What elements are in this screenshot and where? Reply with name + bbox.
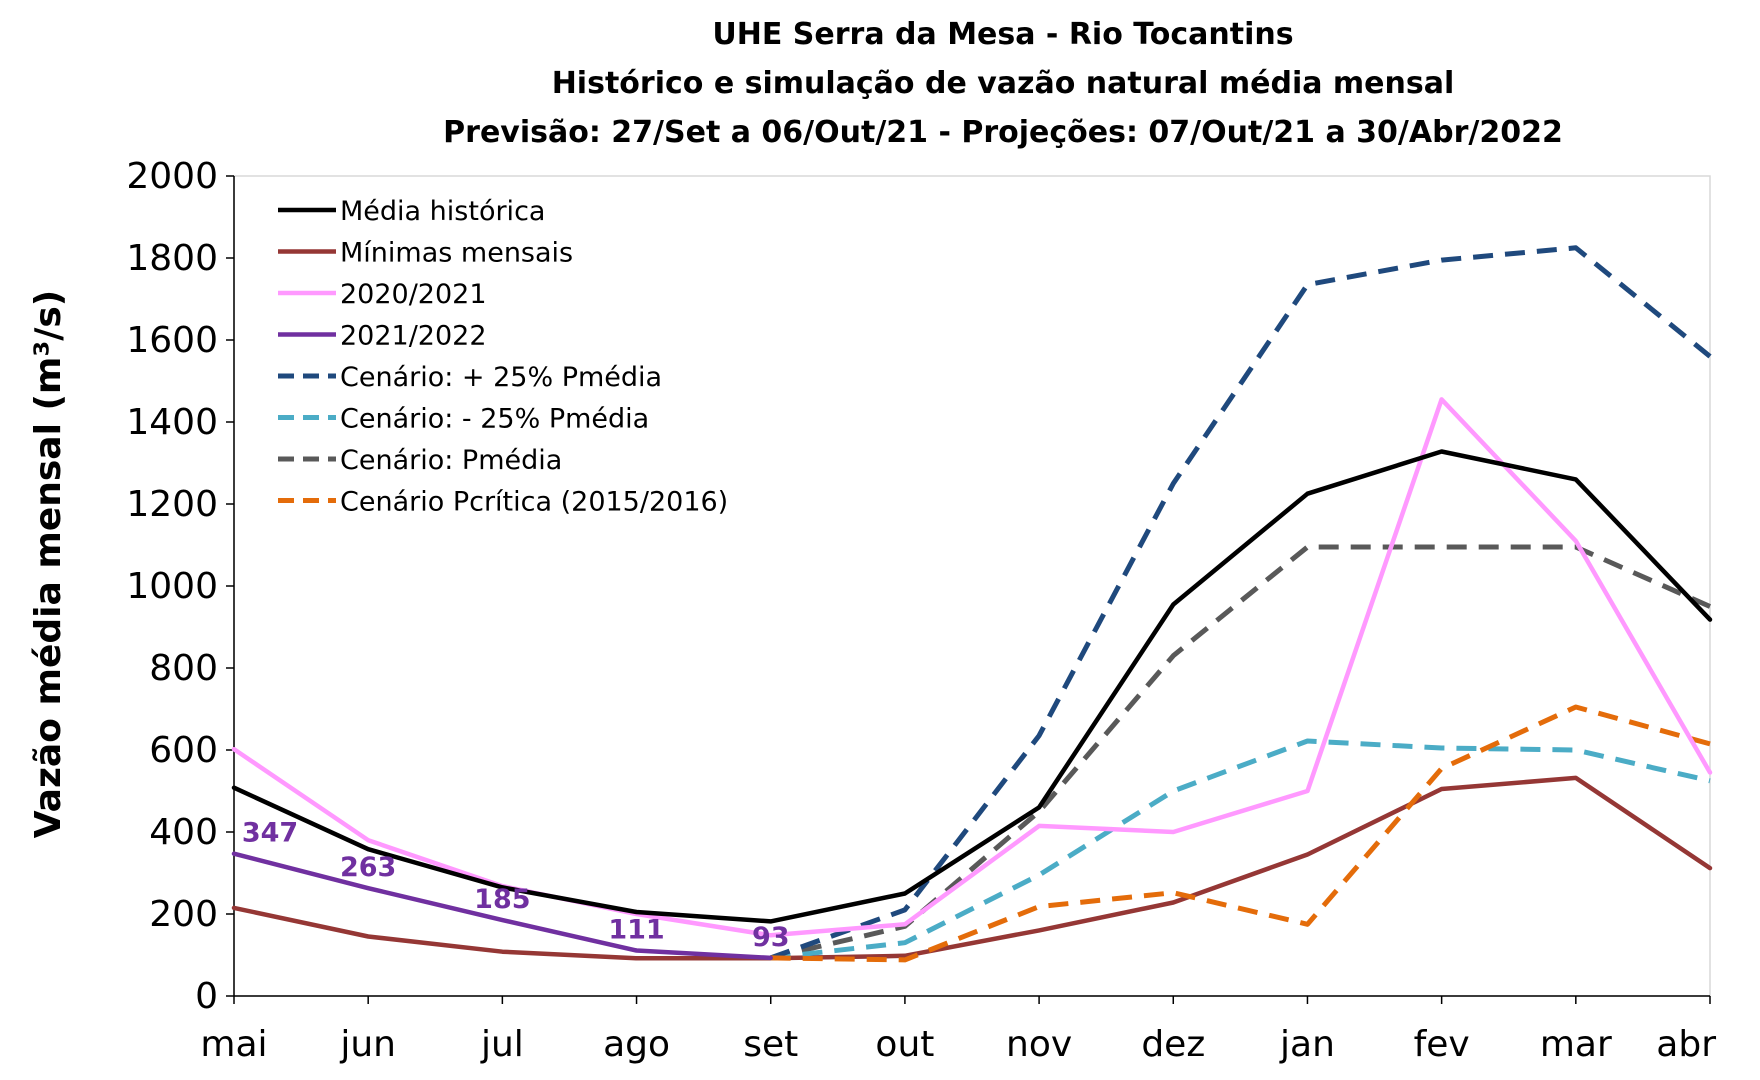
- series-line-3: [231, 851, 773, 961]
- data-label: 263: [340, 852, 396, 883]
- axes: 0 200 400 600 800 1000 1200 1400 1600 1800 2000 mai…: [126, 156, 1716, 1065]
- legend-label: Cenário: + 25% Pmédia: [340, 362, 662, 393]
- y-tick-label: 600: [149, 730, 218, 771]
- data-label: 111: [608, 914, 664, 945]
- y-tick-label: 2000: [126, 156, 218, 197]
- y-tick-label: 1000: [126, 566, 218, 607]
- chart-title: UHE Serra da Mesa - Rio Tocantins Histór…: [443, 17, 1563, 150]
- legend-label: Cenário: Pmédia: [340, 445, 562, 476]
- y-tick-label: 400: [149, 812, 218, 853]
- x-tick-label: jan: [1279, 1024, 1335, 1065]
- legend-label: Cenário Pcrítica (2015/2016): [340, 487, 728, 518]
- x-tick-label: abr: [1656, 1024, 1716, 1065]
- x-tick-label: set: [743, 1024, 798, 1065]
- series-line-1: [231, 775, 1713, 961]
- x-tick-label: jul: [480, 1024, 524, 1065]
- y-tick-label: 800: [149, 648, 218, 689]
- x-tick-label: mar: [1540, 1024, 1612, 1065]
- x-tick-label: jun: [339, 1024, 396, 1065]
- x-tick-label: ago: [603, 1024, 670, 1065]
- series-line-2: [231, 397, 1713, 938]
- series-layer: [231, 245, 1713, 963]
- legend-label: Cenário: - 25% Pmédia: [340, 404, 649, 435]
- x-tick-label: dez: [1141, 1024, 1205, 1065]
- series-line-5: [770, 738, 1711, 961]
- x-tick-label: mai: [200, 1024, 267, 1065]
- y-tick-label: 1200: [126, 484, 218, 525]
- data-label: 347: [242, 818, 298, 849]
- y-axis-title: Vazão média mensal (m³/s): [28, 290, 69, 838]
- y-tick-label: 1400: [126, 402, 218, 443]
- y-tick-label: 1800: [126, 238, 218, 279]
- y-tick-label: 200: [149, 894, 218, 935]
- data-label: 93: [752, 922, 790, 953]
- x-tick-label: out: [875, 1024, 934, 1065]
- legend: Média histórica Mínimas mensais 2020/2021 2…: [278, 196, 728, 518]
- legend-label: 2020/2021: [340, 279, 487, 310]
- chart-title-line-3: Previsão: 27/Set a 06/Out/21 - Projeções…: [443, 115, 1563, 150]
- y-tick-label: 0: [195, 976, 218, 1017]
- series-line-4: [769, 245, 1712, 961]
- series-line-0: [231, 449, 1713, 924]
- series-line-6: [770, 544, 1712, 961]
- x-tick-label: fev: [1414, 1024, 1470, 1065]
- data-label: 185: [474, 884, 530, 915]
- legend-label: 2021/2022: [340, 321, 487, 352]
- x-tick-label: nov: [1006, 1024, 1072, 1065]
- chart-title-line-2: Histórico e simulação de vazão natural m…: [552, 66, 1455, 101]
- y-tick-label: 1600: [126, 320, 218, 361]
- data-labels: 347 263 185 111 93: [242, 818, 790, 953]
- legend-label: Mínimas mensais: [340, 238, 573, 269]
- series-line-7: [770, 704, 1711, 963]
- legend-label: Média histórica: [340, 196, 545, 227]
- chart-title-line-1: UHE Serra da Mesa - Rio Tocantins: [712, 17, 1293, 52]
